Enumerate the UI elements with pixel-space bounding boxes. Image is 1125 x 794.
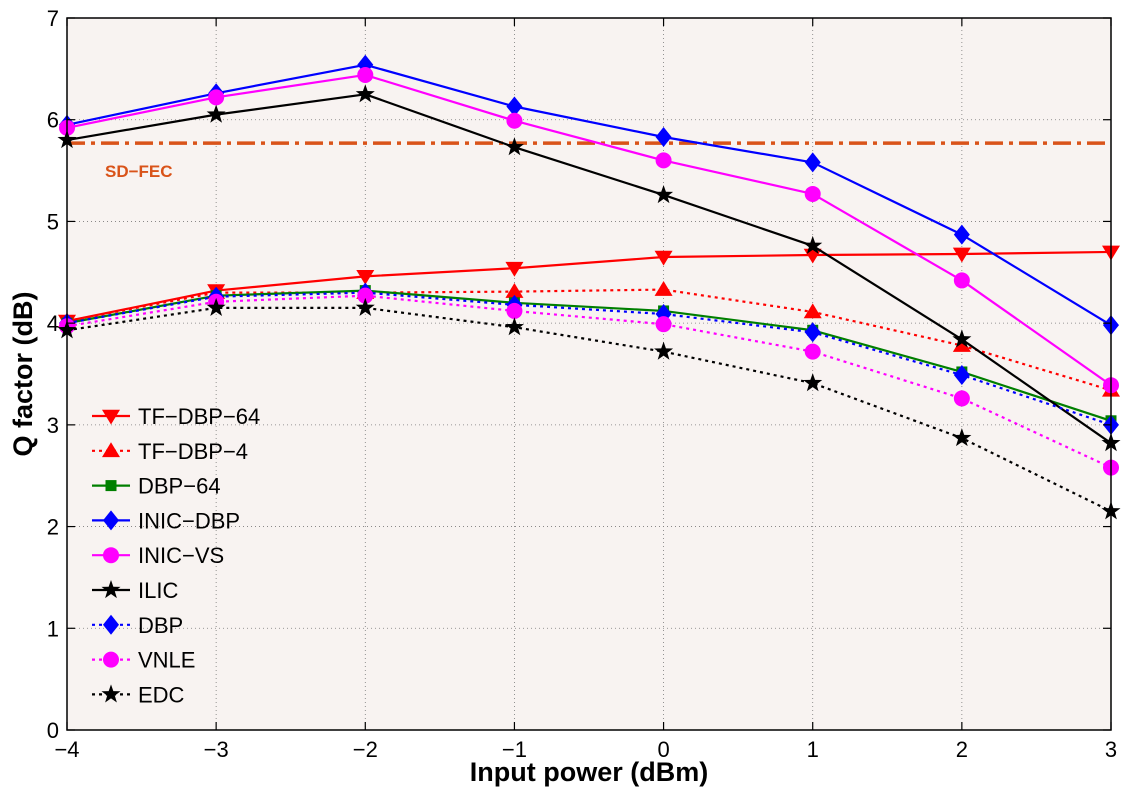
y-tick-label: 4: [47, 311, 59, 336]
series-line: [66, 250, 1112, 323]
y-tick-label: 7: [47, 6, 59, 31]
data-point: [654, 341, 674, 360]
legend-label: TF−DBP−4: [138, 439, 248, 464]
data-point: [655, 127, 672, 148]
series-group: [57, 54, 1121, 520]
legend-marker: [102, 442, 120, 458]
legend-marker: [103, 614, 119, 635]
legend-label: EDC: [138, 682, 185, 707]
data-point: [206, 104, 226, 123]
legend-marker: [105, 480, 117, 492]
x-axis-label: Input power (dBm): [470, 757, 708, 787]
data-point: [504, 317, 524, 336]
y-tick-label: 1: [47, 616, 59, 641]
data-point: [356, 270, 375, 285]
data-point: [803, 303, 822, 319]
legend-label: DBP−64: [138, 474, 221, 499]
legend-marker: [103, 510, 119, 531]
y-tick-label: 5: [47, 209, 59, 234]
series-line: [66, 63, 1112, 327]
legend-label: TF−DBP−64: [138, 404, 260, 429]
data-point: [952, 247, 971, 263]
data-point: [952, 329, 972, 348]
data-point: [506, 96, 523, 117]
data-point: [506, 302, 523, 319]
legend: TF−DBP−64 TF−DBP−4 DBP−64 INIC−DBP INIC−VS IL…: [92, 404, 260, 707]
data-point: [655, 316, 672, 333]
data-point: [655, 152, 672, 169]
data-point: [953, 390, 970, 407]
legend-label: VNLE: [138, 648, 195, 673]
data-point: [804, 185, 821, 202]
x-tick-label: −3: [204, 737, 229, 762]
legend-label: ILIC: [138, 578, 178, 603]
data-point: [357, 66, 374, 83]
series-line: [66, 306, 1112, 513]
x-tick-label: 1: [807, 737, 819, 762]
legend-marker: [103, 547, 119, 564]
data-point: [953, 272, 970, 289]
series-line: [66, 294, 1112, 469]
data-point: [504, 137, 524, 156]
x-tick-label: −2: [353, 737, 378, 762]
data-point: [505, 261, 524, 277]
axis-ticks: −4 −3 −2 −1 0 1 2 3 0 1 2 3 4 5 6 7: [47, 6, 1117, 762]
legend-label: INIC−DBP: [138, 508, 240, 533]
x-tick-label: 0: [657, 737, 669, 762]
legend-label: DBP: [138, 613, 183, 638]
plot-frame: [66, 17, 1112, 731]
data-point: [804, 322, 821, 343]
data-point: [355, 297, 375, 316]
data-point: [804, 343, 821, 360]
y-tick-label: 0: [47, 718, 59, 743]
data-point: [505, 283, 524, 298]
y-tick-label: 6: [47, 108, 59, 133]
series-line: [66, 289, 1112, 422]
data-point: [206, 297, 226, 316]
legend-marker: [101, 580, 121, 599]
legend-marker: [101, 684, 121, 703]
x-tick-label: −1: [502, 737, 527, 762]
legend-marker: [102, 409, 120, 425]
data-point: [952, 428, 972, 447]
series-line: [66, 73, 1112, 387]
series-line: [66, 288, 1112, 392]
y-axis-label: Q factor (dB): [8, 292, 38, 457]
data-point: [953, 224, 970, 245]
data-point: [654, 250, 673, 266]
data-point: [355, 84, 375, 103]
legend-marker: [103, 651, 119, 668]
data-point: [804, 152, 821, 173]
series-line: [66, 93, 1112, 445]
series-line: [66, 291, 1112, 426]
y-tick-label: 2: [47, 515, 59, 540]
data-point: [208, 89, 225, 106]
data-point: [952, 336, 971, 352]
data-point: [506, 112, 523, 129]
plot-background: [67, 18, 1111, 730]
x-tick-label: −4: [54, 737, 79, 762]
x-tick-label: 3: [1105, 737, 1117, 762]
data-point: [654, 184, 674, 204]
reference-lines: SD−FEC: [67, 141, 1111, 181]
data-point: [953, 365, 970, 386]
sd-fec-label: SD−FEC: [105, 162, 173, 181]
y-tick-label: 3: [47, 413, 59, 438]
x-tick-label: 2: [956, 737, 968, 762]
data-point: [654, 281, 673, 296]
data-point: [803, 235, 823, 254]
data-point: [357, 287, 374, 304]
legend-label: INIC−VS: [138, 543, 224, 568]
data-point: [803, 373, 823, 392]
